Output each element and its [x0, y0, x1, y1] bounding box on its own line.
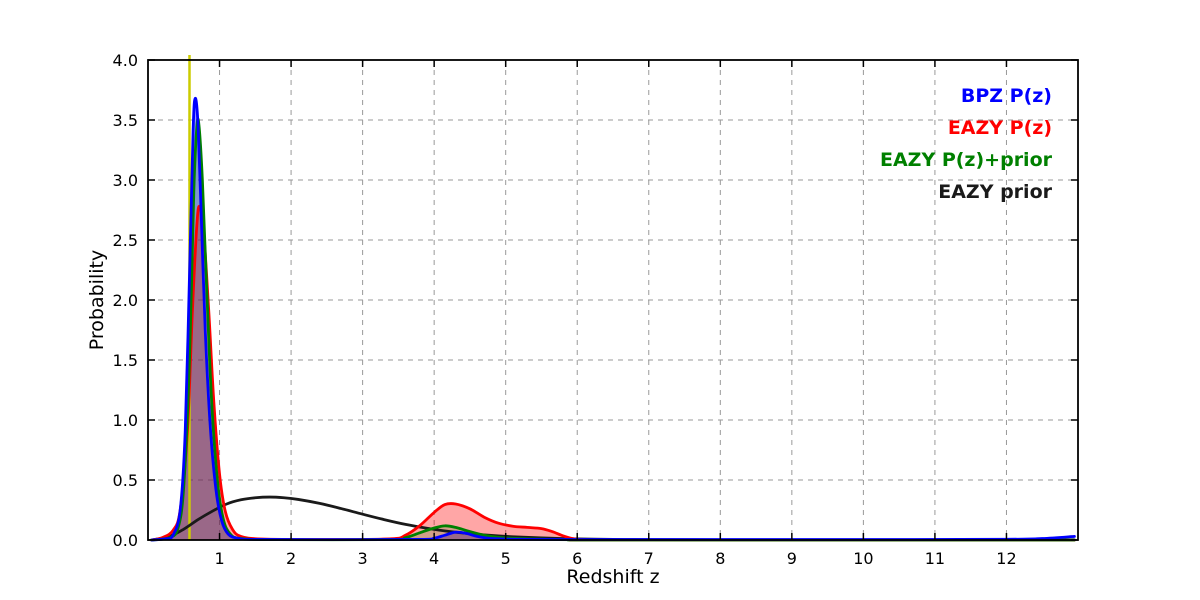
- y-tick-label-1.5: 1.5: [113, 351, 138, 370]
- x-tick-label-4: 4: [429, 549, 439, 568]
- y-tick-label-0: 0.0: [113, 531, 138, 550]
- y-tick-label-2: 2.0: [113, 291, 138, 310]
- legend-entry-bpz-p-z: BPZ P(z): [961, 85, 1052, 107]
- x-tick-label-9: 9: [787, 549, 797, 568]
- y-tick-label-0.5: 0.5: [113, 471, 138, 490]
- y-tick-label-3.5: 3.5: [113, 111, 138, 130]
- legend-entry-eazy-p-z-prior: EAZY P(z)+prior: [880, 149, 1053, 171]
- y-tick-label-1: 1.0: [113, 411, 138, 430]
- x-tick-label-3: 3: [358, 549, 368, 568]
- legend-entry-eazy-p-z: EAZY P(z): [948, 117, 1052, 139]
- x-tick-label-5: 5: [501, 549, 511, 568]
- x-tick-label-2: 2: [286, 549, 296, 568]
- x-tick-label-6: 6: [572, 549, 582, 568]
- legend-entry-eazy-prior: EAZY prior: [938, 181, 1052, 203]
- x-tick-label-11: 11: [925, 549, 945, 568]
- x-tick-label-7: 7: [644, 549, 654, 568]
- y-tick-label-3: 3.0: [113, 171, 138, 190]
- y-axis-label: Probability: [86, 250, 108, 350]
- y-tick-label-2.5: 2.5: [113, 231, 138, 250]
- x-tick-label-10: 10: [853, 549, 873, 568]
- x-tick-label-12: 12: [996, 549, 1016, 568]
- x-tick-label-8: 8: [715, 549, 725, 568]
- x-tick-label-1: 1: [214, 549, 224, 568]
- x-axis-label: Redshift z: [566, 566, 659, 588]
- y-tick-label-4: 4.0: [113, 51, 138, 70]
